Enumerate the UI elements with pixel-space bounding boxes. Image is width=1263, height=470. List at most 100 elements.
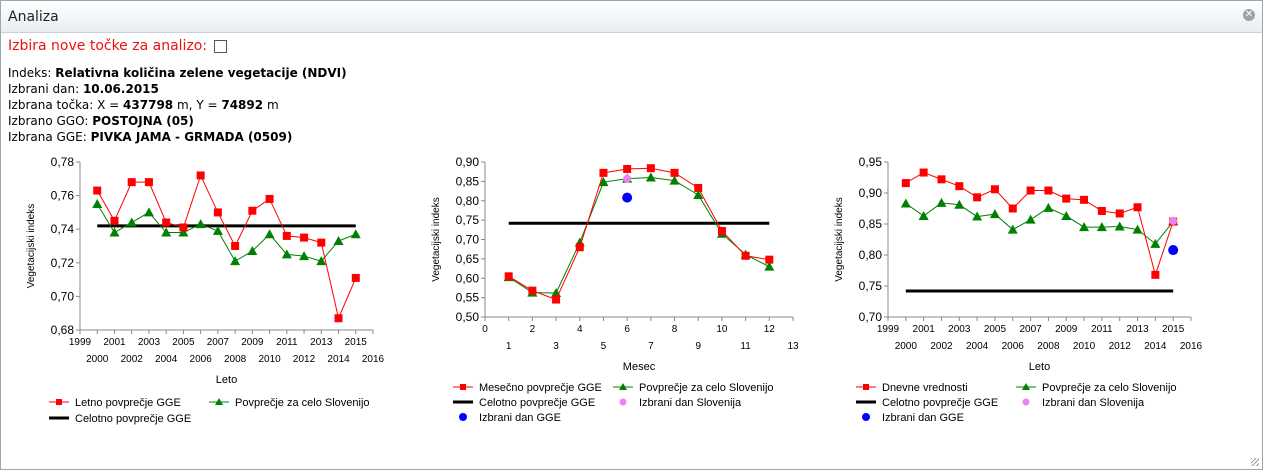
x-tick-label: 1999 [877, 324, 900, 335]
day-row: Izbrani dan: 10.06.2015 [8, 81, 347, 97]
x-tick-label: 2003 [138, 337, 161, 348]
index-row: Indeks: Relativna količina zelene vegeta… [8, 65, 347, 81]
data-point-triangle [333, 235, 344, 245]
x-tick-label: 9 [695, 341, 701, 352]
data-point-square [144, 178, 153, 187]
x-tick-label: 13 [787, 341, 799, 352]
legend-item: Izbrani dan GGE [862, 412, 964, 424]
data-point-square [528, 286, 537, 295]
data-point-square [741, 251, 750, 260]
data-point-triangle [1043, 202, 1054, 212]
data-point-triangle [109, 227, 120, 237]
y-tick-label: 0,72 [51, 256, 75, 270]
chart-2: 0,50 0,55 0,60 0,65 0,70 0,75 0,80 0,85 0,90 0 2 4 6… [431, 155, 799, 424]
data-point-triangle [350, 229, 361, 239]
x-tick-label: 1 [506, 341, 512, 352]
x-tick-label: 0 [482, 324, 488, 335]
y-tick-label: 0,65 [456, 252, 480, 266]
x-tick-label: 2016 [362, 354, 385, 365]
window-titlebar: Analiza ✕ [1, 1, 1262, 33]
legend-label: Izbrani dan GGE [479, 412, 561, 424]
data-point-triangle [178, 227, 189, 237]
data-point-square [990, 185, 999, 194]
legend-item: Izbrani dan Slovenija [619, 397, 742, 409]
data-point-square [901, 179, 910, 188]
x-tick-label: 2000 [895, 341, 918, 352]
x-tick-label: 2011 [1091, 324, 1113, 335]
data-point-triangle [1132, 224, 1143, 234]
legend-item: Celotno povprečje GGE [49, 413, 191, 425]
legend-item: Mesečno povprečje GGE [453, 382, 602, 394]
x-tick-label: 2000 [86, 354, 109, 365]
legend-swatch [862, 413, 870, 421]
data-point-square [919, 168, 928, 177]
ggo-row: Izbrano GGO: POSTOJNA (05) [8, 113, 347, 129]
data-point-square [973, 193, 982, 202]
chart-1: 0,68 0,70 0,72 0,74 0,76 0,78 1999 2001 2003 2005… [26, 155, 385, 425]
resize-handle[interactable] [1251, 458, 1259, 466]
legend-swatch [56, 399, 62, 405]
new-point-label: Izbira nove točke za analizo: [8, 38, 208, 54]
data-point-triangle [92, 199, 103, 208]
data-point-square [717, 226, 726, 235]
x-tick-label: 2015 [1162, 324, 1185, 335]
x-tick-label: 2009 [1055, 324, 1078, 335]
legend-label: Letno povprečje GGE [75, 397, 181, 409]
data-point-square [196, 171, 205, 180]
data-point-triangle [1025, 214, 1036, 224]
data-point-square [93, 186, 102, 195]
legend-swatch [863, 384, 869, 390]
x-tick-label: 2015 [345, 337, 368, 348]
x-tick-label: 12 [764, 324, 776, 335]
x-tick-label: 2012 [293, 354, 316, 365]
legend-item: Povprečje za celo Slovenijo [1016, 382, 1177, 394]
series-line-1 [508, 176, 770, 294]
x-tick-label: 2008 [224, 354, 247, 365]
index-label: Indeks: [8, 66, 52, 80]
data-point-square [1151, 270, 1160, 279]
new-point-checkbox[interactable] [214, 39, 228, 53]
data-point-square [334, 314, 343, 323]
y-axis-label: Vegetacijski indeks [431, 197, 442, 282]
gge-row: Izbrana GGE: PIVKA JAMA - GRMADA (0509) [8, 129, 347, 145]
data-point-triangle [1096, 222, 1107, 232]
data-point-triangle [316, 256, 327, 266]
data-point-square [317, 238, 326, 247]
data-point-square [670, 168, 679, 177]
data-point-square [646, 164, 655, 173]
data-point-triangle [1150, 238, 1161, 248]
window-title: Analiza [8, 9, 59, 25]
x-tick-label: 8 [672, 324, 678, 335]
legend-item: Celotno povprečje GGE [453, 397, 595, 409]
data-point-triangle [693, 189, 704, 199]
data-point-triangle [161, 227, 172, 237]
new-point-selection: Izbira nove točke za analizo: [8, 38, 228, 54]
y-tick-label: 0,70 [456, 233, 480, 247]
data-point-square [1133, 203, 1142, 212]
y-axis-label: Vegetacijski indeks [834, 197, 845, 282]
legend-label: Povprečje za celo Slovenijo [235, 397, 370, 409]
point-y-value: 74892 [221, 98, 264, 112]
data-point-square [162, 218, 171, 227]
y-tick-label: 0,78 [51, 155, 75, 169]
y-tick-label: 0,50 [456, 310, 480, 324]
data-point-triangle [212, 225, 223, 235]
y-tick-label: 0,55 [456, 291, 480, 305]
x-tick-label: 4 [577, 324, 583, 335]
y-tick-label: 0,70 [859, 310, 883, 324]
x-axis-label: Leto [1029, 361, 1050, 373]
data-point-triangle [936, 197, 947, 207]
legend-item: Celotno povprečje GGE [856, 397, 998, 409]
data-point-triangle [900, 198, 911, 208]
selected-day-point [1168, 245, 1179, 256]
point-label: Izbrana točka: [8, 98, 94, 112]
y-tick-label: 0,74 [51, 222, 75, 236]
close-icon[interactable]: ✕ [1243, 9, 1255, 21]
legend-swatch [1022, 383, 1030, 390]
ggo-label: Izbrano GGO: [8, 114, 89, 128]
data-point-triangle [954, 199, 965, 209]
x-tick-label: 2014 [1144, 341, 1167, 352]
series-line-0 [508, 167, 770, 301]
legend-label: Povprečje za celo Slovenijo [1042, 382, 1177, 394]
legend-label: Celotno povprečje GGE [75, 413, 191, 425]
